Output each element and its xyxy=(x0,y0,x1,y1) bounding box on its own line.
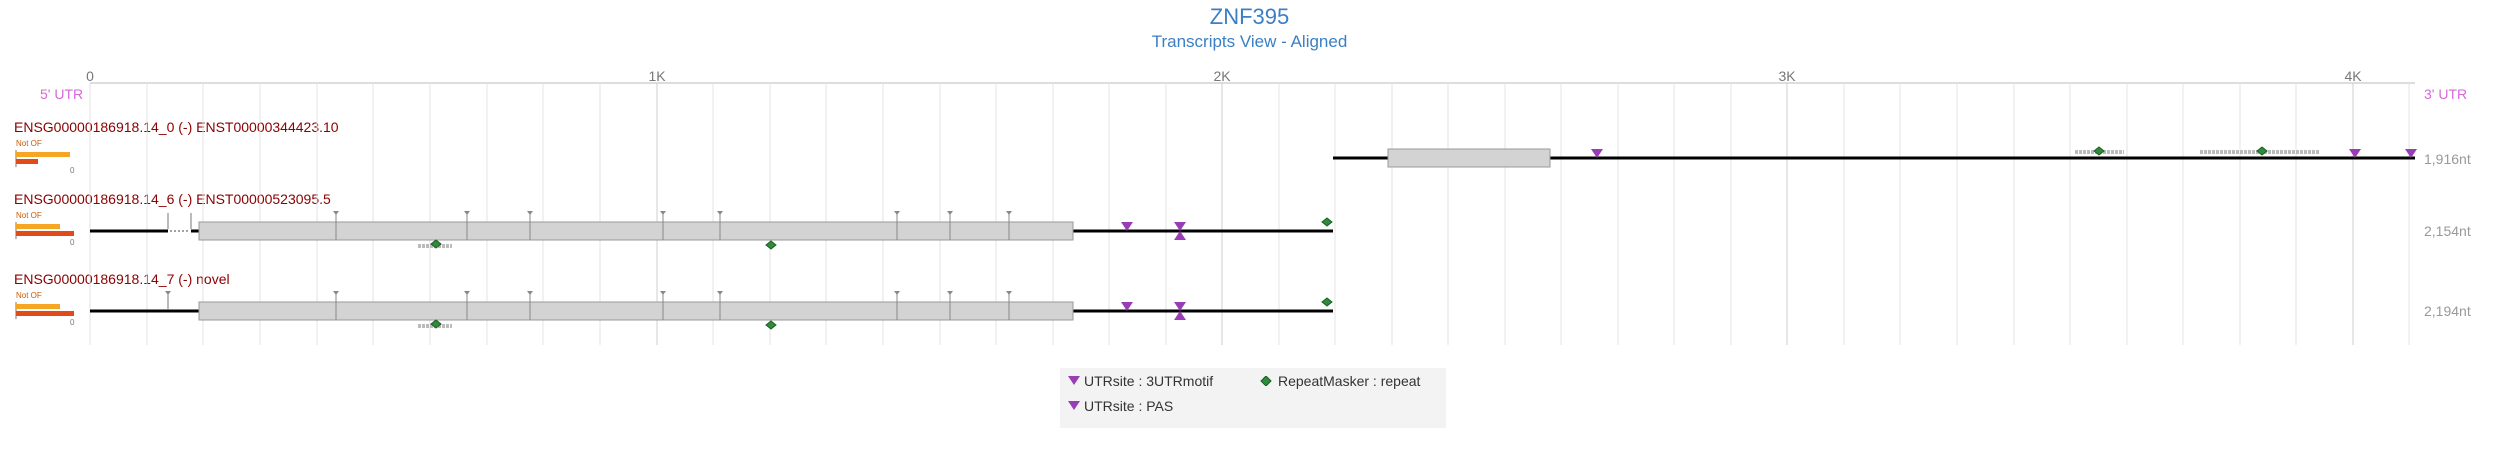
repeat-marker xyxy=(430,239,442,249)
transcript-length: 1,916nt xyxy=(2424,151,2471,167)
exon-block xyxy=(198,221,1074,241)
green-diamond-icon xyxy=(1260,376,1272,386)
axis-tick-label: 4K xyxy=(2344,68,2362,84)
legend: UTRsite : 3UTRmotif RepeatMasker : repea… xyxy=(1060,368,1446,428)
utr-motif-marker xyxy=(1121,222,1133,231)
utr-pas-marker xyxy=(1174,311,1186,320)
orf-zero: 0 xyxy=(70,238,75,247)
exon-block xyxy=(198,301,1074,321)
purple-triangle-down-icon xyxy=(1068,401,1080,410)
legend-label: UTRsite : 3UTRmotif xyxy=(1084,373,1214,389)
transcript-label[interactable]: ENSG00000186918.14_0 (-) ENST00000344423… xyxy=(14,119,339,135)
transcript-label[interactable]: ENSG00000186918.14_6 (-) ENST00000523095… xyxy=(14,191,331,207)
repeat-marker xyxy=(2093,146,2105,156)
repeat-marker xyxy=(2256,146,2268,156)
repeat-marker xyxy=(1321,217,1333,227)
repeat-marker xyxy=(765,320,777,330)
transcript-length: 2,154nt xyxy=(2424,223,2471,239)
transcript-track-2[interactable] xyxy=(90,211,1333,250)
repeat-marker xyxy=(430,319,442,329)
axis-tick-label: 0 xyxy=(86,68,94,84)
major-gridlines xyxy=(656,83,2354,345)
utr3-label: 3' UTR xyxy=(2424,86,2468,102)
repeat-marker xyxy=(765,240,777,250)
legend-label: UTRsite : PAS xyxy=(1084,398,1174,414)
repeat-marker xyxy=(1321,297,1333,307)
utr-motif-marker xyxy=(1174,302,1186,311)
orf-status: Not OF xyxy=(16,139,42,148)
utr-pas-marker xyxy=(2405,149,2417,158)
utr-motif-marker xyxy=(1591,149,1603,158)
transcript-track-3[interactable] xyxy=(90,291,1333,330)
orf-bars xyxy=(15,150,74,319)
gene-title: ZNF395 xyxy=(1209,4,1290,29)
transcript-track-1[interactable] xyxy=(1333,146,2417,168)
orf-zero: 0 xyxy=(70,318,75,327)
legend-label: RepeatMasker : repeat xyxy=(1278,373,1421,389)
transcript-label[interactable]: ENSG00000186918.14_7 (-) novel xyxy=(14,271,230,287)
utr-pas-marker xyxy=(1174,231,1186,240)
view-subtitle: Transcripts View - Aligned xyxy=(1151,32,1348,51)
axis-tick-label: 1K xyxy=(648,68,666,84)
orf-status: Not OF xyxy=(16,291,42,300)
orf-zero: 0 xyxy=(70,166,75,175)
utr-motif-marker xyxy=(1174,222,1186,231)
axis-tick-label: 2K xyxy=(1213,68,1231,84)
purple-triangle-down-icon xyxy=(1068,376,1080,385)
utr-motif-marker xyxy=(2349,149,2361,158)
utr-motif-marker xyxy=(1121,302,1133,311)
utr5-label: 5' UTR xyxy=(40,86,84,102)
orf-status: Not OF xyxy=(16,211,42,220)
exon-block xyxy=(1387,148,1551,168)
axis-tick-label: 3K xyxy=(1778,68,1796,84)
transcript-length: 2,194nt xyxy=(2424,303,2471,319)
